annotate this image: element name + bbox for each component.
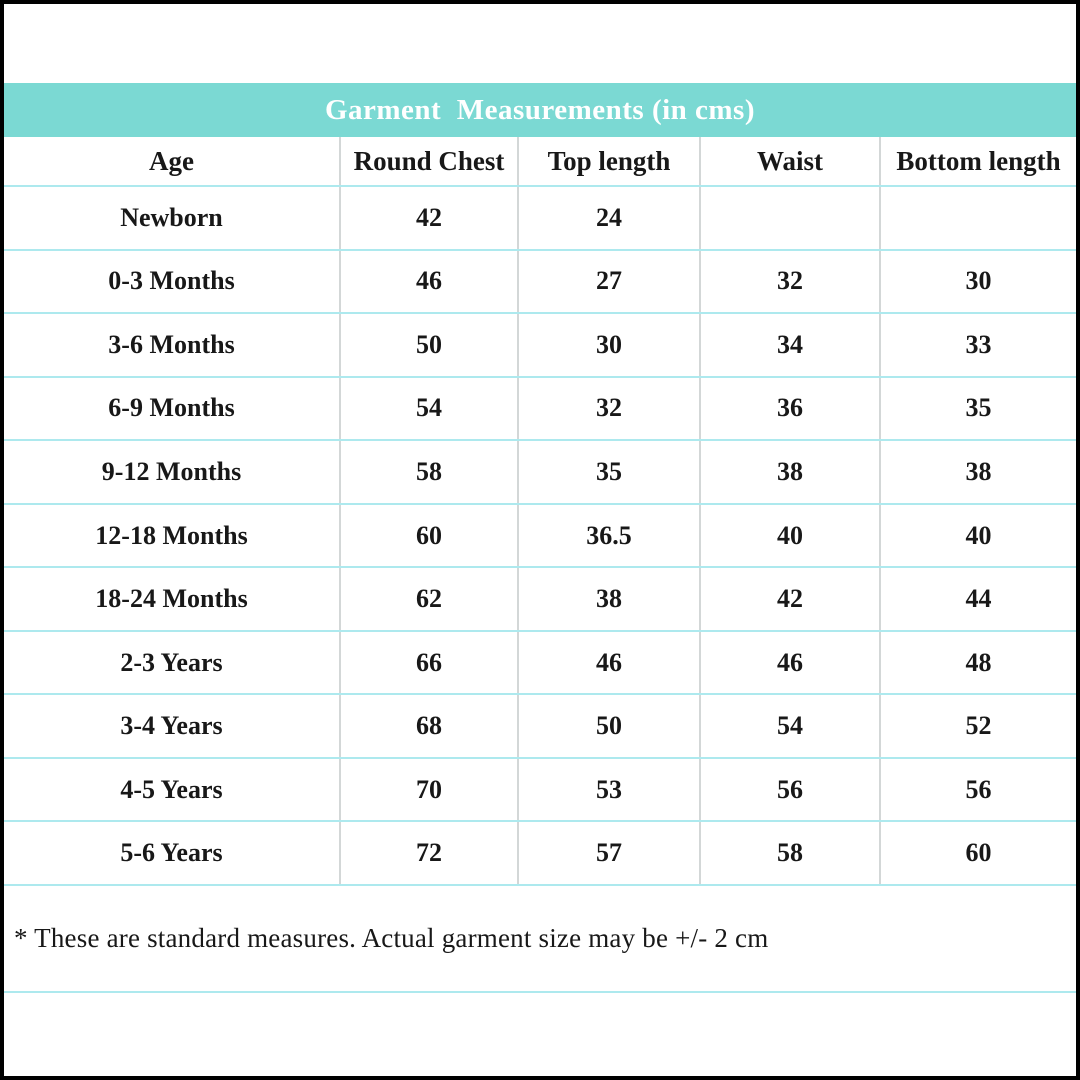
table-row: 3-4 Years 68 50 54 52 xyxy=(4,693,1076,757)
row-value: 53 xyxy=(519,758,701,821)
table-row: 12-18 Months 60 36.5 40 40 xyxy=(4,502,1076,567)
table-body: Newborn 42 24 0-3 Months 46 27 32 30 3-6 Months 5… xyxy=(4,185,1076,885)
row-value: 32 xyxy=(701,250,881,313)
row-value: 66 xyxy=(341,631,519,694)
row-value: 46 xyxy=(519,631,701,694)
row-age-label: 4-5 Years xyxy=(4,758,341,821)
row-value: 46 xyxy=(341,250,519,313)
row-value: 38 xyxy=(519,568,701,630)
row-value: 35 xyxy=(519,441,701,503)
row-value: 58 xyxy=(701,822,881,885)
row-value: 34 xyxy=(701,314,881,376)
table-row: 18-24 Months 62 38 42 44 xyxy=(4,566,1076,630)
row-value: 38 xyxy=(701,441,881,503)
table-row: 0-3 Months 46 27 32 30 xyxy=(4,248,1076,313)
row-value: 70 xyxy=(341,758,519,821)
row-value: 36 xyxy=(701,377,881,440)
row-value xyxy=(701,187,881,249)
row-value: 40 xyxy=(965,520,992,550)
row-value: 30 xyxy=(965,266,992,296)
row-age-label: 2-3 Years xyxy=(4,631,341,694)
column-header-waist: Waist xyxy=(701,137,881,185)
bottom-spacer xyxy=(4,993,1076,1076)
row-value xyxy=(881,187,1076,249)
row-value: 46 xyxy=(701,631,881,694)
row-age-label: 5-6 Years xyxy=(4,822,341,885)
table-row: Newborn 42 24 xyxy=(4,185,1076,249)
row-value: 56 xyxy=(701,758,881,821)
table-row: 4-5 Years 70 53 56 56 xyxy=(4,756,1076,821)
row-value: 50 xyxy=(341,314,519,376)
table-row: 5-6 Years 72 57 58 60 xyxy=(4,820,1076,885)
row-value: 44 xyxy=(965,584,992,614)
row-value: 27 xyxy=(519,250,701,313)
column-header-round-chest: Round Chest xyxy=(341,137,519,185)
column-header-bottom-length: Bottom length xyxy=(896,145,1061,176)
row-value: 42 xyxy=(341,187,519,249)
row-age-label: 3-4 Years xyxy=(4,695,341,757)
row-value: 38 xyxy=(965,456,992,486)
row-age-label: 3-6 Months xyxy=(4,314,341,376)
row-value: 62 xyxy=(341,568,519,630)
row-value: 42 xyxy=(701,568,881,630)
row-age-label: 6-9 Months xyxy=(4,377,341,440)
column-header-age: Age xyxy=(4,137,341,185)
column-header-top-length: Top length xyxy=(519,137,701,185)
row-value: 35 xyxy=(965,393,992,423)
row-value: 36.5 xyxy=(519,504,701,567)
row-value: 60 xyxy=(341,504,519,567)
row-age-label: 9-12 Months xyxy=(4,441,341,503)
row-age-label: Newborn xyxy=(4,187,341,249)
row-value: 72 xyxy=(341,822,519,885)
row-age-label: 0-3 Months xyxy=(4,250,341,313)
page-title: Garment Measurements (in cms) xyxy=(324,93,756,126)
table-row: 9-12 Months 58 35 38 38 xyxy=(4,439,1076,503)
top-spacer xyxy=(4,4,1076,83)
table-row: 6-9 Months 54 32 36 35 xyxy=(4,375,1076,440)
row-value: 58 xyxy=(341,441,519,503)
row-value: 60 xyxy=(965,838,992,868)
row-value: 54 xyxy=(701,695,881,757)
row-value: 52 xyxy=(965,711,992,741)
table-header-row: Age Round Chest Top length Waist Bottom … xyxy=(4,137,1076,185)
row-value: 56 xyxy=(965,774,992,804)
row-value: 48 xyxy=(965,647,992,677)
table-row: 3-6 Months 50 30 34 33 xyxy=(4,312,1076,376)
row-value: 40 xyxy=(701,504,881,567)
row-value: 33 xyxy=(965,329,992,359)
row-value: 30 xyxy=(519,314,701,376)
table-row: 2-3 Years 66 46 46 48 xyxy=(4,629,1076,694)
footnote: * These are standard measures. Actual ga… xyxy=(4,884,1076,993)
row-value: 54 xyxy=(341,377,519,440)
row-age-label: 18-24 Months xyxy=(4,568,341,630)
row-value: 68 xyxy=(341,695,519,757)
row-value: 24 xyxy=(519,187,701,249)
row-value: 57 xyxy=(519,822,701,885)
row-value: 50 xyxy=(519,695,701,757)
row-value: 32 xyxy=(519,377,701,440)
row-age-label: 12-18 Months xyxy=(4,504,341,567)
title-bar: Garment Measurements (in cms) xyxy=(4,83,1076,137)
footnote-text: * These are standard measures. Actual ga… xyxy=(14,923,769,953)
